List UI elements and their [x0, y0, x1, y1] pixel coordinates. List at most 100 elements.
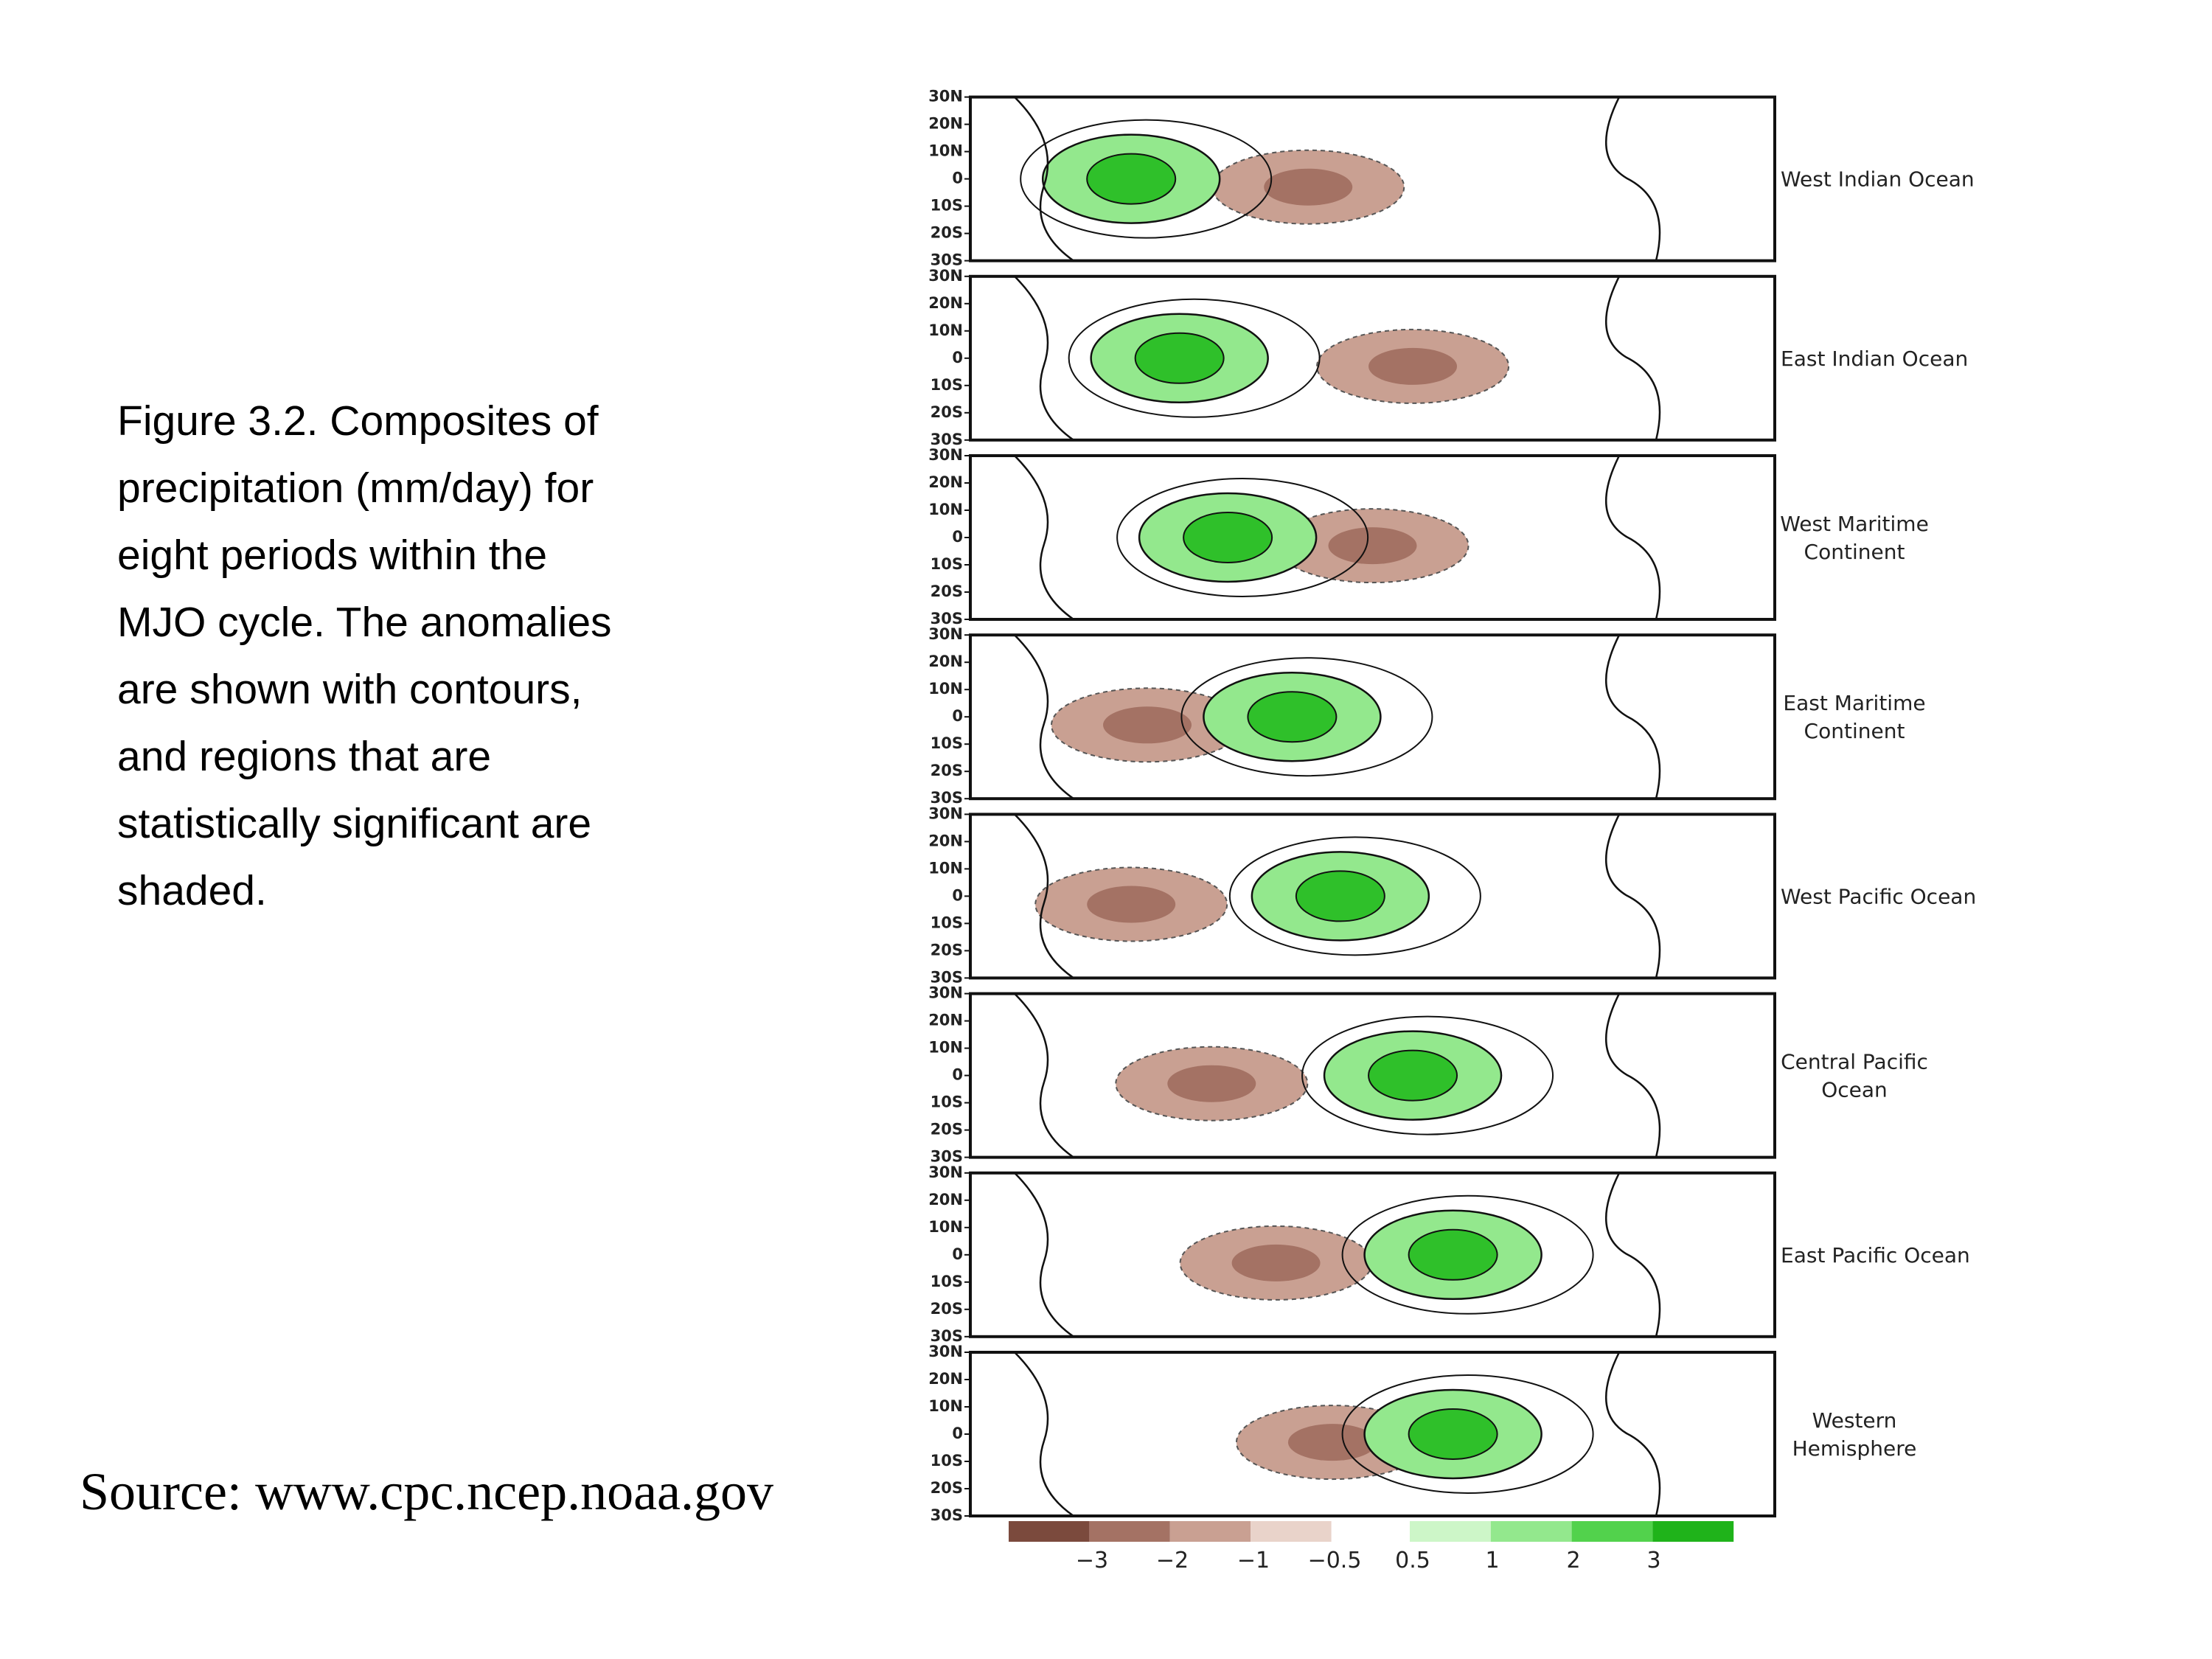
lat-label: 30N: [928, 1164, 963, 1181]
lat-label: 0: [952, 349, 963, 366]
lat-label: 0: [952, 1245, 963, 1263]
lat-label: 20S: [931, 582, 963, 600]
colorbar-label: 0.5: [1395, 1548, 1430, 1573]
lat-label: 30S: [931, 1148, 963, 1166]
lat-label: 10N: [928, 1218, 963, 1236]
coastline: [1605, 993, 1661, 1158]
lat-label: 30S: [931, 431, 963, 448]
lat-label: 20S: [931, 224, 963, 242]
lat-label: 0: [952, 170, 963, 187]
colorbar-label: −1: [1237, 1548, 1270, 1573]
contour: [1341, 1374, 1594, 1494]
wet-anomaly-core: [1247, 691, 1338, 743]
panel-label: Central Pacific: [1781, 1050, 1928, 1074]
contour: [1020, 119, 1273, 239]
dry-anomaly-core: [1087, 886, 1176, 923]
panel-label: East Maritime: [1783, 691, 1925, 715]
lat-label: 20N: [928, 115, 963, 133]
lat-label: 20S: [931, 941, 963, 959]
caption-line: Figure 3.2. Composites of: [117, 397, 599, 445]
coastline: [1605, 1172, 1661, 1338]
lat-label: 10N: [928, 1039, 963, 1057]
lat-label: 30N: [928, 1343, 963, 1360]
dry-anomaly-core: [1368, 347, 1458, 385]
coastline: [1014, 1352, 1074, 1517]
lat-label: 10N: [928, 501, 963, 518]
coastline: [1605, 455, 1661, 620]
source: Source: www.cpc.ncep.noaa.gov: [80, 1462, 773, 1521]
dry-anomaly-core: [1264, 168, 1353, 206]
colorbar-swatch: [1410, 1521, 1491, 1542]
lat-label: 0: [952, 528, 963, 546]
lat-label: 30N: [928, 446, 963, 464]
lat-label: 20N: [928, 294, 963, 312]
lat-label: 30N: [928, 804, 963, 822]
lat-label: 20S: [931, 762, 963, 779]
contour: [1301, 1015, 1554, 1135]
lat-label: 20N: [928, 653, 963, 670]
lat-label: 20N: [928, 1370, 963, 1388]
wet-anomaly-core: [1183, 512, 1273, 563]
dry-anomaly-core: [1167, 1065, 1256, 1102]
lat-label: 0: [952, 707, 963, 725]
lat-label: 10S: [931, 1273, 963, 1290]
panel-label: West Pacific Ocean: [1781, 884, 1976, 908]
panel-label: Hemisphere: [1792, 1436, 1917, 1461]
map-panel: 30N 20N 10N 0 10S 20S 30S East Maritime Continen…: [928, 625, 1925, 807]
caption-line: are shown with contours,: [117, 666, 582, 713]
colorbar-label: 1: [1485, 1548, 1499, 1573]
map-panel: 30N 20N 10N 0 10S 20S 30S West Indian Ocean: [928, 88, 1974, 269]
contour: [1116, 478, 1369, 597]
colorbar-swatch: [1251, 1521, 1332, 1542]
lat-label: 20N: [928, 1012, 963, 1029]
coastline: [1605, 276, 1661, 441]
caption-line: shaded.: [117, 867, 267, 914]
lat-label: 10N: [928, 859, 963, 877]
dry-anomaly-core: [1328, 527, 1417, 565]
lat-label: 20S: [931, 1121, 963, 1138]
lat-label: 20N: [928, 1191, 963, 1208]
contour: [1228, 836, 1481, 956]
lat-label: 20S: [931, 1300, 963, 1318]
lat-label: 10N: [928, 321, 963, 339]
lat-label: 10S: [931, 555, 963, 573]
contour: [1180, 657, 1433, 777]
colorbar-swatch: [1652, 1521, 1734, 1542]
lat-label: 10S: [931, 1452, 963, 1470]
caption-line: MJO cycle. The anomalies: [117, 599, 612, 646]
caption-line: eight periods within the: [117, 532, 547, 579]
coastline: [1014, 455, 1074, 621]
map-panel: 30N 20N 10N 0 10S 20S 30S Central Pacific Ocean: [928, 984, 1928, 1166]
map-panel: 30N 20N 10N 0 10S 20S 30S East Pacific Ocean: [928, 1164, 1970, 1345]
lat-label: 10N: [928, 680, 963, 698]
lat-label: 30S: [931, 1327, 963, 1345]
lat-label: 0: [952, 1066, 963, 1084]
lat-label: 10N: [928, 1397, 963, 1415]
dry-anomaly-core: [1231, 1244, 1321, 1281]
coastline: [1605, 813, 1661, 978]
lat-label: 30S: [931, 1506, 963, 1524]
coastline: [1014, 1172, 1074, 1338]
coastline: [1014, 992, 1074, 1158]
lat-label: 30N: [928, 267, 963, 285]
colorbar-swatch: [1169, 1521, 1251, 1542]
colorbar-label: −3: [1076, 1548, 1108, 1573]
colorbar-label: −0.5: [1308, 1548, 1362, 1573]
wet-anomaly-core: [1408, 1228, 1498, 1281]
colorbar-label: −2: [1156, 1548, 1189, 1573]
caption-line: statistically significant are: [117, 800, 591, 847]
map-panel: 30N 20N 10N 0 10S 20S 30S Western Hemisphere: [928, 1343, 1916, 1524]
lat-label: 30S: [931, 789, 963, 807]
coastline: [1014, 634, 1074, 800]
panel-label: West Indian Ocean: [1781, 167, 1975, 192]
panel-label: Continent: [1804, 540, 1905, 564]
wet-anomaly-core: [1086, 153, 1177, 205]
coastline: [1014, 96, 1074, 262]
lat-label: 10S: [931, 734, 963, 752]
wet-anomaly-core: [1134, 332, 1225, 384]
dry-anomaly-core: [1287, 1424, 1377, 1461]
contour: [1068, 298, 1321, 418]
colorbar-label: 3: [1646, 1548, 1660, 1573]
